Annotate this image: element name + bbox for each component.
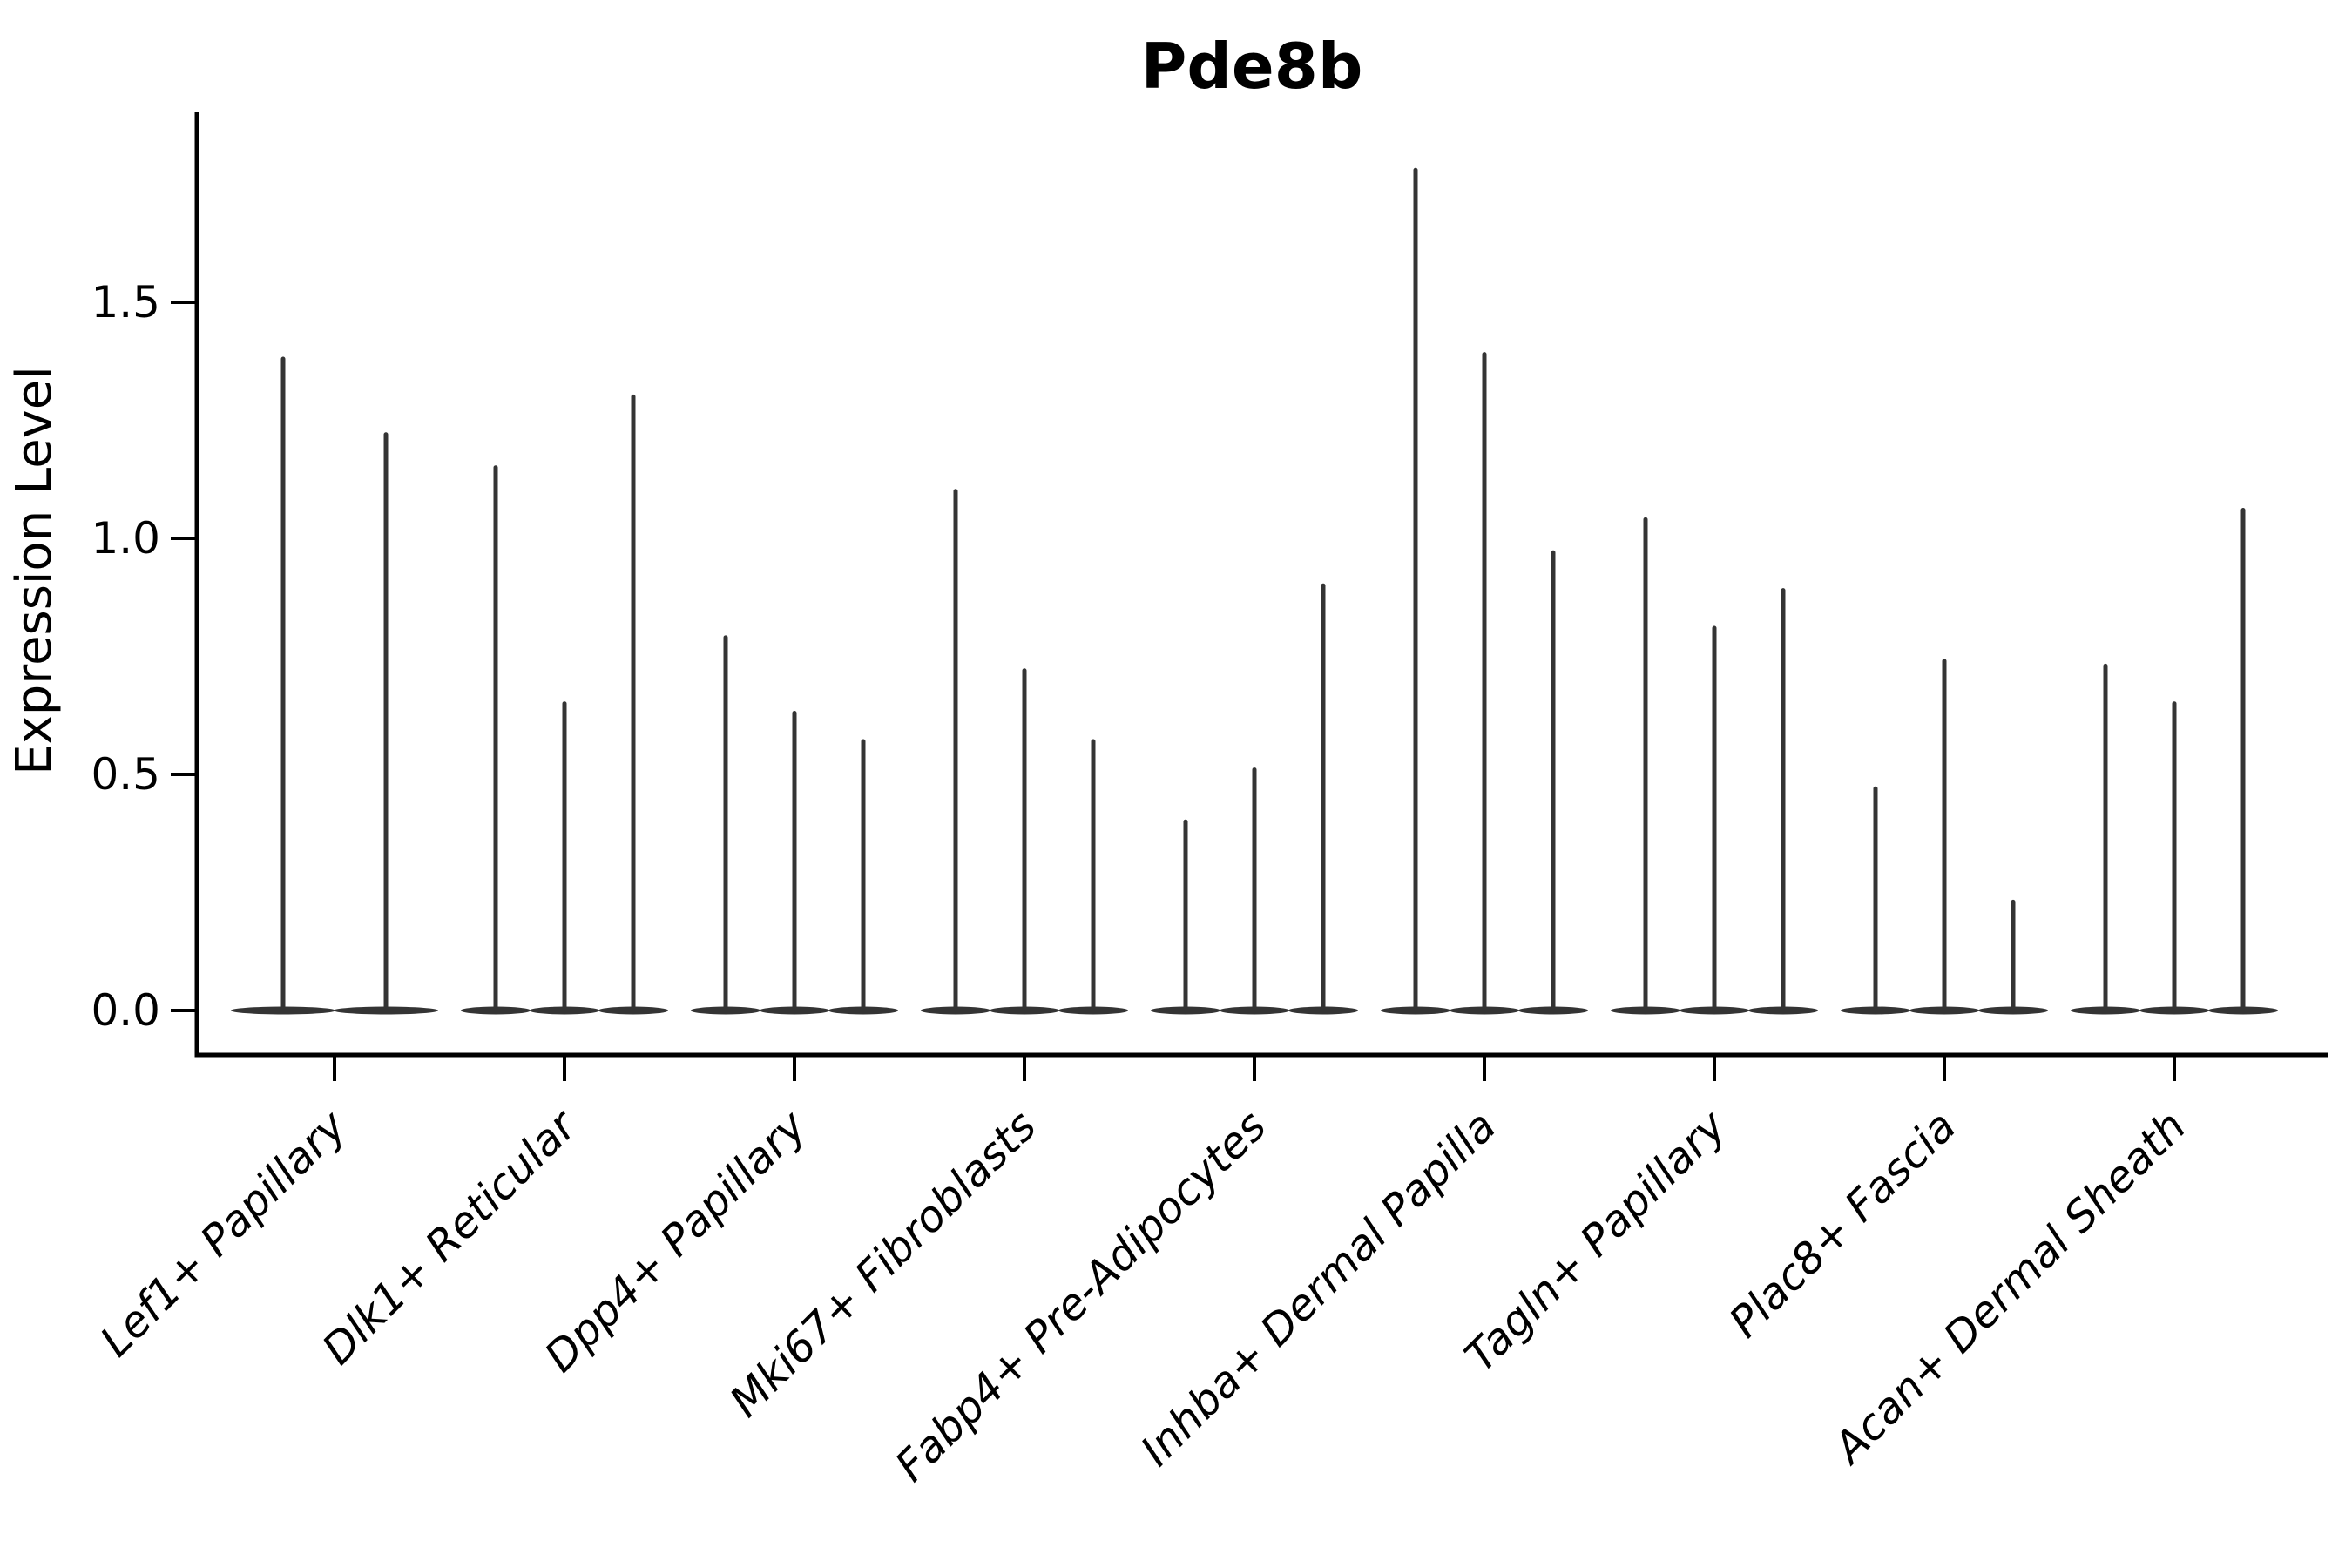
x-tick-label: Plac8+ Fascia [1720,1101,1965,1347]
y-tick-label: 1.0 [91,513,160,564]
x-tick-label: Dlk1+ Reticular [313,1099,587,1374]
y-tick-label: 0.0 [91,985,160,1036]
axis-spines [194,112,2328,1058]
y-tick-label: 0.5 [91,749,160,800]
chart-title: Pde8b [1141,30,1363,103]
violins-layer [231,167,2278,1015]
y-tick-label: 1.5 [91,277,160,328]
y-axis-ticks: 0.0 0.5 1.0 1.5 [91,277,195,1036]
x-tick-label: Lef1+ Papillary [91,1100,356,1366]
y-axis-label: Expression Level [6,366,63,775]
x-tick-label: Fabp4+ Pre-Adipocytes [886,1101,1276,1491]
